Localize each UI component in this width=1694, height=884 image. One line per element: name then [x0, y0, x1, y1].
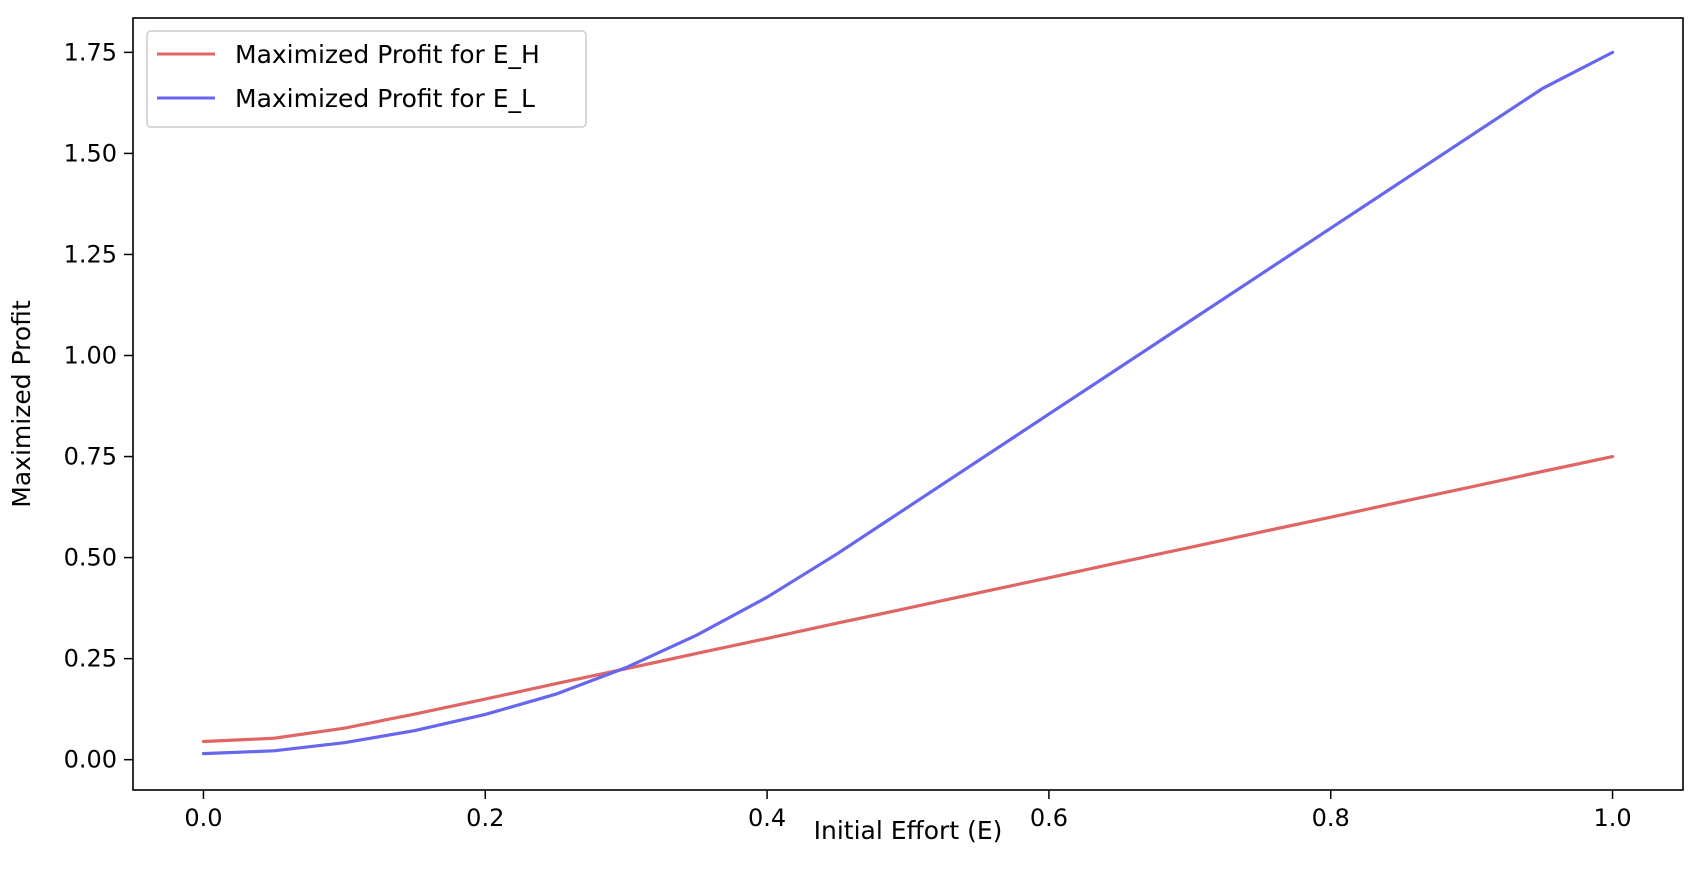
- x-tick-label: 0.4: [748, 804, 786, 832]
- y-tick-label: 0.50: [64, 544, 117, 572]
- y-tick-label: 1.50: [64, 139, 117, 167]
- y-tick-label: 1.75: [64, 38, 117, 66]
- y-tick-label: 0.75: [64, 443, 117, 471]
- series-line-e-h: [201, 454, 1615, 744]
- x-tick-label: 0.6: [1030, 804, 1068, 832]
- legend-box: [146, 30, 587, 128]
- x-axis-title: Initial Effort (E): [814, 816, 1003, 845]
- legend-label-e-h: Maximized Profit for E_H: [235, 40, 540, 69]
- y-tick-label: 1.00: [64, 341, 117, 369]
- y-tick-label: 0.25: [64, 645, 117, 673]
- x-tick-label: 0.8: [1312, 804, 1350, 832]
- series-layer: [201, 50, 1615, 756]
- y-axis-ticks: 0.00 0.25 0.50 0.75 1.00 1.25 1.50 1.75: [64, 38, 133, 774]
- plot-frame: [132, 17, 1684, 791]
- y-axis-title: Maximized Profit: [7, 300, 36, 508]
- plot-area: [133, 18, 1683, 790]
- y-tick-label: 0.00: [64, 746, 117, 774]
- x-axis-ticks: 0.0 0.2 0.4 0.6 0.8 1.0: [184, 790, 1632, 832]
- series-line-e-l: [201, 50, 1615, 756]
- y-tick-label: 1.25: [64, 240, 117, 268]
- legend-label-e-l: Maximized Profit for E_L: [235, 84, 535, 113]
- x-tick-label: 1.0: [1593, 804, 1631, 832]
- x-tick-label: 0.2: [466, 804, 504, 832]
- legend: Maximized Profit for E_H Maximized Profi…: [146, 30, 587, 128]
- x-tick-label: 0.0: [184, 804, 222, 832]
